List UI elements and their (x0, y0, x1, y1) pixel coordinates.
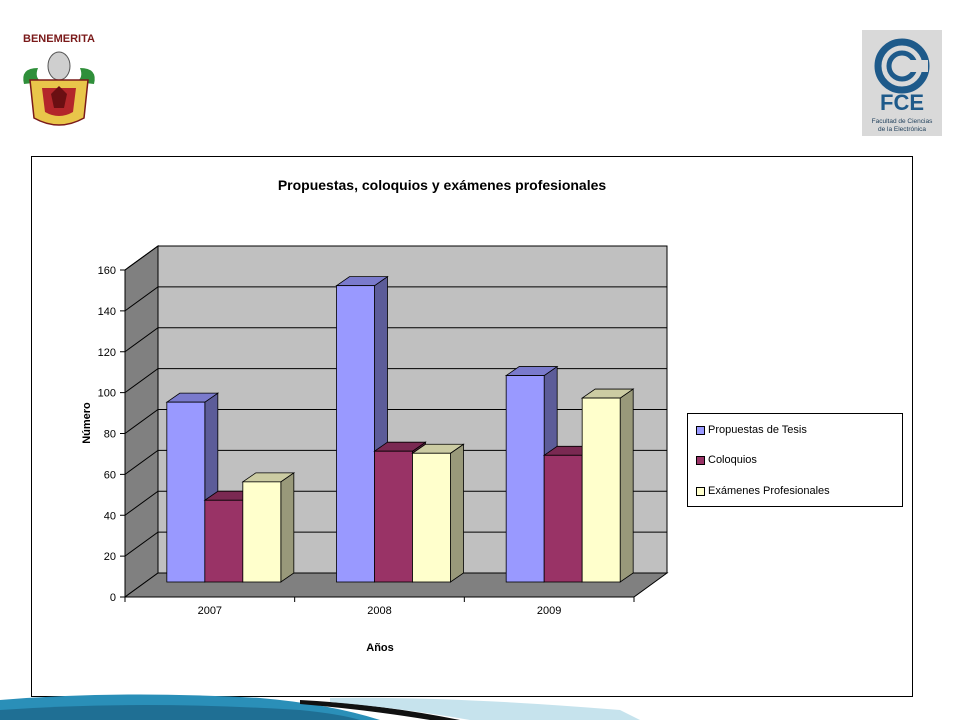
legend-item-examenes: Exámenes Profesionales (696, 484, 830, 498)
y-tick-label: 40 (104, 510, 116, 522)
fce-faculty-logo: FCE Facultad de Ciencias de la Electróni… (862, 30, 942, 136)
gridline (124, 409, 667, 434)
chart-title: Propuestas, coloquios y exámenes profesi… (277, 177, 607, 193)
bar-coloquios-2009 (543, 454, 583, 583)
decorative-bottom-wave (0, 694, 640, 720)
bar-propuestas-2007 (166, 401, 206, 583)
fce-subtitle-1: Facultad de Ciencias (872, 118, 933, 125)
bar-exámenes-2008 (412, 452, 451, 583)
x-tick-label: 2007 (198, 605, 222, 617)
university-seal-logo: BENEMERITA (23, 33, 95, 126)
legend-swatch-examenes (696, 486, 705, 496)
y-tick-label: 80 (104, 429, 116, 441)
chart-container: Propuestas, coloquios y exámenes profesi… (31, 156, 913, 697)
gridline (124, 286, 667, 312)
bar-exámenes-2009-side (619, 388, 634, 583)
fce-logo-text: FCE (880, 90, 924, 115)
y-tick-label: 60 (104, 469, 116, 481)
y-tick-label: 20 (104, 551, 116, 563)
legend-label-propuestas: Propuestas de Tesis (708, 424, 807, 436)
gridline (124, 449, 667, 475)
legend-swatch-coloquios (696, 455, 705, 465)
chart-legend: Propuestas de Tesis Coloquios Exámenes P… (687, 413, 903, 507)
y-axis-title: Número (81, 402, 93, 444)
y-tick-label: 100 (98, 388, 116, 400)
bar-exámenes-2008-side (450, 443, 464, 583)
y-tick-label: 0 (110, 592, 116, 604)
legend-swatch-propuestas (696, 425, 705, 435)
gridline (124, 327, 667, 353)
bar-coloquios-2008 (374, 450, 413, 583)
y-tick-label: 140 (98, 306, 116, 318)
legend-item-coloquios: Coloquios (696, 453, 757, 467)
legend-item-propuestas: Propuestas de Tesis (696, 423, 807, 437)
fce-subtitle-2: de la Electrónica (878, 126, 926, 133)
bar-exámenes-2007 (242, 481, 282, 583)
bar-exámenes-2007-side (280, 472, 295, 583)
gridline (124, 531, 667, 557)
bar-propuestas-2008 (336, 285, 375, 583)
x-axis-title: Años (366, 642, 394, 654)
seal-title-text: BENEMERITA (23, 33, 95, 45)
gridline (124, 490, 667, 516)
bar-exámenes-2009 (581, 397, 621, 583)
x-tick-label: 2009 (537, 605, 561, 617)
y-tick-label: 120 (98, 347, 116, 359)
bar-chart: 0 20 40 60 80 100 120 140 160 2007 2008 2009 Años Núm… (81, 245, 669, 654)
legend-label-coloquios: Coloquios (708, 454, 757, 466)
legend-label-examenes: Exámenes Profesionales (708, 485, 830, 497)
x-tick-label: 2008 (367, 605, 391, 617)
y-tick-label: 160 (98, 265, 116, 277)
bar-coloquios-2007 (204, 499, 244, 583)
gridline (124, 245, 667, 271)
bar-propuestas-2009 (505, 375, 545, 583)
gridline (124, 368, 667, 394)
